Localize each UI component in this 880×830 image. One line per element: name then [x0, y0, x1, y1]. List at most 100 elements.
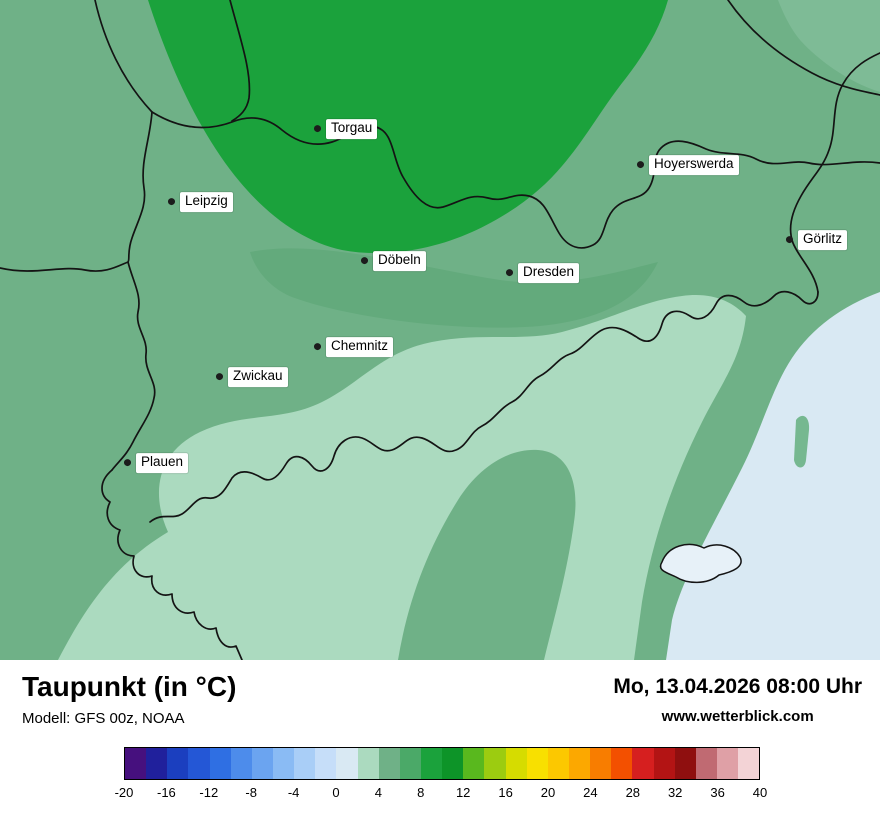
city-label: Chemnitz: [326, 337, 394, 357]
city-label: Görlitz: [798, 230, 848, 250]
dewpoint-map: [0, 0, 880, 660]
colorbar-segment: [695, 747, 717, 779]
colorbar-segment: [611, 747, 633, 779]
footer-left: Taupunkt (in °C) Modell: GFS 00z, NOAA: [22, 671, 237, 727]
colorbar-tick-label: 4: [374, 784, 383, 800]
city-marker-plauen: Plauen: [124, 453, 189, 473]
city-marker-grlitz: Görlitz: [786, 230, 848, 250]
colorbar-segment: [442, 747, 464, 779]
colorbar-segment: [505, 747, 527, 779]
colorbar-tick-label: 16: [498, 784, 513, 800]
border-vogtland-southwest: [101, 469, 243, 660]
colorbar-segment: [357, 747, 379, 779]
city-label: Hoyerswerda: [649, 155, 739, 175]
colorbar-segments: [124, 746, 760, 780]
colorbar-segment: [188, 747, 210, 779]
colorbar-tick-label: -12: [199, 784, 219, 800]
footer-right: Mo, 13.04.2026 08:00 Uhr www.wetterblick…: [613, 672, 862, 725]
colorbar-tick-label: -16: [156, 784, 176, 800]
colorbar-tick-label: 40: [752, 784, 768, 800]
border-west-edge: [0, 261, 129, 272]
colorbar-segment: [547, 747, 569, 779]
colorbar-segment: [167, 747, 189, 779]
colorbar-segment: [484, 747, 506, 779]
colorbar-segment: [146, 747, 168, 779]
city-label: Leipzig: [180, 192, 233, 212]
colorbar-segment: [420, 747, 443, 779]
colorbar-segment: [399, 747, 421, 779]
colorbar-segment: [653, 747, 675, 779]
city-marker-chemnitz: Chemnitz: [314, 337, 394, 357]
region-dark-green-north: [148, 0, 668, 254]
border-west-thuringia: [111, 111, 156, 471]
city-marker-dbeln: Döbeln: [361, 251, 426, 271]
colorbar-segment: [716, 747, 739, 779]
website-label: www.wetterblick.com: [661, 708, 814, 725]
border-top-left-2: [229, 0, 251, 122]
colorbar-tick-label: 20: [540, 784, 556, 800]
city-label: Torgau: [326, 119, 378, 139]
city-label: Döbeln: [373, 251, 426, 271]
city-marker-torgau: Torgau: [314, 119, 378, 139]
border-top-right: [727, 0, 880, 96]
colorbar-ticks: -20 -16 -12 -8 -4 0 4 8 12 16 20 24 28 32 36 40: [115, 784, 768, 803]
border-czech-south: [149, 290, 819, 523]
border-neisse-east: [789, 52, 880, 293]
border-north-brandenburg: [151, 111, 880, 249]
map-area: Torgau Leipzig Hoyerswerda Görlitz Döbeln Dre…: [0, 0, 880, 660]
colorbar-segment: [568, 747, 591, 779]
colorbar-segment: [590, 747, 612, 779]
colorbar-tick-label: 8: [417, 784, 425, 800]
colorbar-segment: [738, 747, 760, 779]
colorbar-tick-label: 12: [455, 784, 471, 800]
city-marker-dresden: Dresden: [506, 263, 580, 283]
model-info: Modell: GFS 00z, NOAA: [22, 709, 185, 727]
city-label: Dresden: [518, 263, 580, 283]
colorbar-segment: [526, 747, 548, 779]
colorbar-segment: [336, 747, 358, 779]
colorbar-tick-label: -4: [287, 784, 300, 800]
colorbar: -20 -16 -12 -8 -4 0 4 8 12 16 20 24 28 32 36 40: [115, 746, 768, 803]
region-green-wedge-south: [398, 449, 576, 660]
colorbar-segment: [272, 747, 295, 779]
city-dot: [786, 236, 793, 244]
colorbar-segment: [230, 747, 252, 779]
city-dot: [168, 198, 175, 206]
city-dot: [637, 161, 644, 169]
colorbar-segment: [463, 747, 485, 779]
colorbar-tick-label: 28: [625, 784, 641, 800]
footer-header: Taupunkt (in °C) Modell: GFS 00z, NOAA M…: [22, 671, 862, 727]
city-dot: [314, 125, 321, 133]
region-mid-green-center: [250, 248, 658, 328]
city-label: Zwickau: [228, 367, 288, 387]
lake-outline: [659, 543, 742, 584]
colorbar-segment: [294, 747, 316, 779]
border-top-left: [94, 0, 153, 113]
city-label: Plauen: [136, 453, 189, 473]
map-title: Taupunkt (in °C): [22, 671, 237, 702]
footer-panel: Taupunkt (in °C) Modell: GFS 00z, NOAA M…: [0, 660, 880, 830]
colorbar-segment: [251, 747, 273, 779]
colorbar-tick-label: 32: [667, 784, 683, 800]
colorbar-segment: [209, 747, 231, 779]
colorbar-segment: [125, 747, 147, 779]
datetime-label: Mo, 13.04.2026 08:00 Uhr: [613, 675, 862, 698]
city-marker-zwickau: Zwickau: [216, 367, 288, 387]
colorbar-tick-label: 36: [710, 784, 725, 800]
city-dot: [314, 343, 321, 351]
colorbar-segment: [315, 747, 337, 779]
city-dot: [124, 459, 131, 467]
city-marker-hoyerswerda: Hoyerswerda: [637, 155, 739, 175]
colorbar-tick-label: 24: [583, 784, 598, 800]
colorbar-segment: [378, 747, 400, 779]
colorbar-tick-label: -20: [114, 784, 134, 800]
region-mint-south: [58, 295, 746, 660]
region-green-sliver: [794, 415, 810, 468]
colorbar-segment: [674, 747, 696, 779]
city-dot: [506, 269, 513, 277]
colorbar-tick-label: -8: [245, 784, 257, 800]
city-dot: [361, 257, 368, 265]
colorbar-segment: [632, 747, 654, 779]
city-dot: [216, 373, 223, 381]
